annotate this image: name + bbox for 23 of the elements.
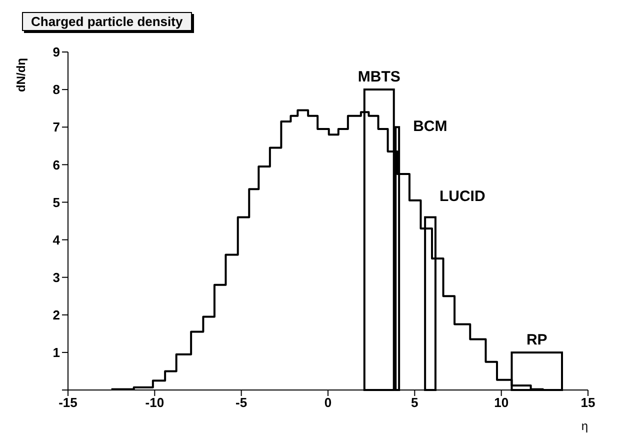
x-tick-label: 10	[494, 395, 509, 410]
x-tick-label: 0	[324, 395, 332, 410]
annotation: MBTS	[358, 68, 400, 86]
x-tick-label: -15	[58, 395, 78, 410]
x-tick-label: -5	[236, 395, 248, 410]
y-tick-label: 5	[52, 194, 60, 210]
chart-title: Charged particle density	[22, 12, 192, 31]
y-tick-label: 2	[52, 308, 60, 323]
x-axis-title: η	[581, 419, 588, 433]
x-tick-label: -10	[145, 395, 164, 410]
y-tick-label: 8	[52, 82, 60, 98]
y-tick-label: 6	[52, 157, 60, 172]
y-tick-label: 7	[52, 120, 60, 135]
y-tick-label: 1	[52, 345, 60, 360]
annotation: LUCID	[439, 188, 486, 206]
x-tick-label: 15	[580, 395, 596, 410]
y-axis-title: dN/dη	[14, 58, 28, 92]
y-tick-label: 4	[52, 232, 61, 248]
x-tick-label: 5	[411, 395, 418, 410]
y-tick-label: 9	[52, 44, 60, 60]
annotation: RP	[526, 331, 548, 348]
y-tick-label: 3	[52, 270, 60, 285]
annotation: BCM	[413, 118, 448, 136]
